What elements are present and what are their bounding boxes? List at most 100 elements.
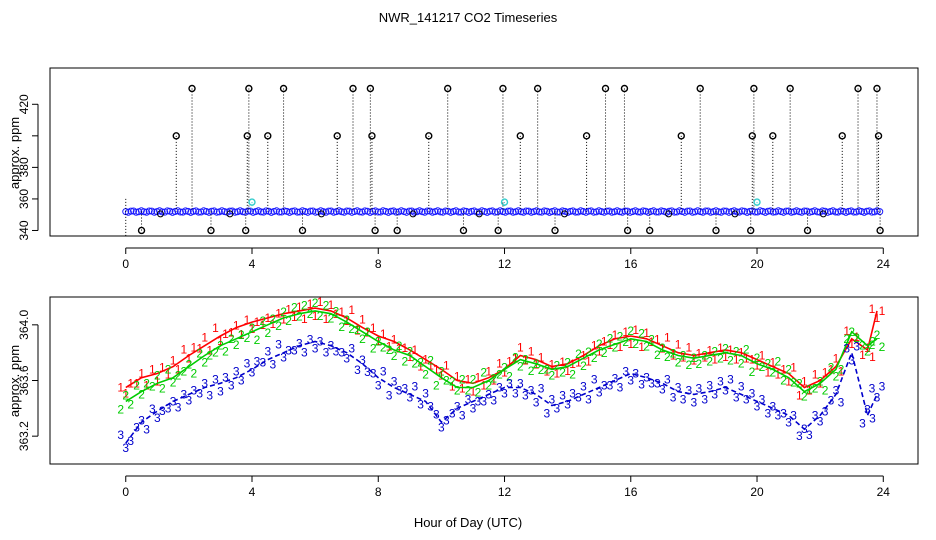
baseline-sample-point — [850, 208, 858, 216]
series-3-marker: 3 — [632, 367, 639, 381]
series-2-marker: 2 — [612, 340, 619, 354]
series-3-line — [125, 340, 878, 444]
series-3-marker: 3 — [533, 395, 540, 409]
series-2-marker: 2 — [696, 357, 703, 371]
baseline-sample-point — [566, 207, 574, 215]
series-3-marker: 3 — [838, 395, 845, 409]
series-1-marker: 1 — [228, 326, 235, 340]
series-3-marker: 3 — [822, 404, 829, 418]
series-2-marker: 2 — [312, 296, 319, 310]
bottom-x-tick-label: 24 — [877, 485, 891, 499]
series-3-marker: 3 — [864, 402, 871, 416]
series-2-marker: 2 — [622, 335, 629, 349]
series-3-marker: 3 — [375, 379, 382, 393]
series-3-marker: 3 — [522, 388, 529, 402]
series-1-marker: 1 — [370, 321, 377, 335]
series-1-marker: 1 — [433, 362, 440, 376]
low-sample-point — [731, 210, 739, 218]
series-2-marker: 2 — [838, 362, 845, 376]
outlier-point — [188, 84, 196, 93]
series-2-marker: 2 — [754, 351, 761, 365]
series-2-marker: 2 — [127, 397, 134, 411]
series-3-marker: 3 — [228, 379, 235, 393]
series-1-marker: 1 — [643, 326, 650, 340]
series-2-marker: 2 — [512, 351, 519, 365]
baseline-sample-point — [621, 207, 629, 215]
series-3-marker: 3 — [517, 376, 524, 390]
baseline-sample-point — [436, 208, 444, 216]
outlier-point — [137, 226, 146, 235]
series-2-marker: 2 — [680, 348, 687, 362]
series-1-marker: 1 — [580, 348, 587, 362]
baseline-sample-point — [683, 207, 691, 215]
series-1-marker: 1 — [696, 346, 703, 360]
baseline-sample-point — [387, 207, 395, 215]
series-3-marker: 3 — [328, 339, 335, 353]
series-2-marker: 2 — [154, 368, 161, 382]
series-2-marker: 2 — [228, 332, 235, 346]
series-3-marker: 3 — [711, 388, 718, 402]
series-3-marker: 3 — [370, 367, 377, 381]
series-3-marker: 3 — [549, 393, 556, 407]
series-3-marker: 3 — [391, 374, 398, 388]
series-2-marker: 2 — [354, 323, 361, 337]
baseline-sample-point — [702, 207, 710, 215]
outlier-point — [750, 84, 758, 93]
baseline-sample-point — [863, 207, 871, 215]
series-2-marker: 2 — [191, 367, 198, 381]
baseline-sample-point — [764, 207, 772, 215]
low-sample-point — [226, 210, 234, 218]
baseline-sample-point — [140, 208, 148, 216]
series-1-marker: 1 — [165, 368, 172, 382]
series-1-marker: 1 — [701, 351, 708, 365]
series-3-marker: 3 — [874, 390, 881, 404]
series-1-marker: 1 — [427, 359, 434, 373]
series-2-marker: 2 — [701, 348, 708, 362]
low-sample-point — [317, 210, 325, 218]
series-2-marker: 2 — [801, 390, 808, 404]
series-3-marker: 3 — [359, 353, 366, 367]
series-2-marker: 2 — [501, 360, 508, 374]
series-2-marker: 2 — [206, 348, 213, 362]
baseline-sample-point — [782, 207, 790, 215]
bottom-x-tick-label: 0 — [122, 485, 129, 499]
series-2-marker: 2 — [848, 325, 855, 339]
series-2-marker: 2 — [686, 358, 693, 372]
series-2-marker: 2 — [317, 309, 324, 323]
series-2-marker: 2 — [796, 377, 803, 391]
outlier-point — [241, 226, 250, 235]
series-3-marker: 3 — [348, 342, 355, 356]
series-1-marker: 1 — [170, 354, 177, 368]
series-3-marker: 3 — [465, 392, 472, 406]
series-2-marker: 2 — [711, 344, 718, 358]
series-2-marker: 2 — [333, 305, 340, 319]
series-3-marker: 3 — [806, 428, 813, 442]
series-3-marker: 3 — [427, 399, 434, 413]
series-1-marker: 1 — [149, 363, 156, 377]
series-1-marker: 1 — [280, 313, 287, 327]
series-3-marker: 3 — [406, 390, 413, 404]
panel-top-ylabel: approx. ppm — [7, 117, 22, 189]
series-3-marker: 3 — [501, 386, 508, 400]
series-3-marker: 3 — [554, 402, 561, 416]
series-2-marker: 2 — [291, 301, 298, 315]
reference-point — [500, 198, 509, 206]
series-1-marker: 1 — [175, 363, 182, 377]
series-1-marker: 1 — [659, 342, 666, 356]
series-3-marker: 3 — [780, 406, 787, 420]
series-2-marker: 2 — [607, 331, 614, 345]
outlier-point — [747, 226, 755, 235]
series-2-marker: 2 — [417, 356, 424, 370]
series-1-marker: 1 — [780, 363, 787, 377]
series-2-marker: 2 — [670, 346, 677, 360]
top-x-tick-label: 12 — [498, 257, 512, 271]
low-sample-point — [475, 210, 483, 218]
series-3-marker: 3 — [459, 408, 466, 422]
series-1-marker: 1 — [490, 374, 497, 388]
bottom-x-tick-label: 8 — [375, 485, 382, 499]
series-3-marker: 3 — [443, 413, 450, 427]
series-3-marker: 3 — [686, 383, 693, 397]
series-2-marker: 2 — [591, 351, 598, 365]
outlier-point — [854, 84, 862, 93]
